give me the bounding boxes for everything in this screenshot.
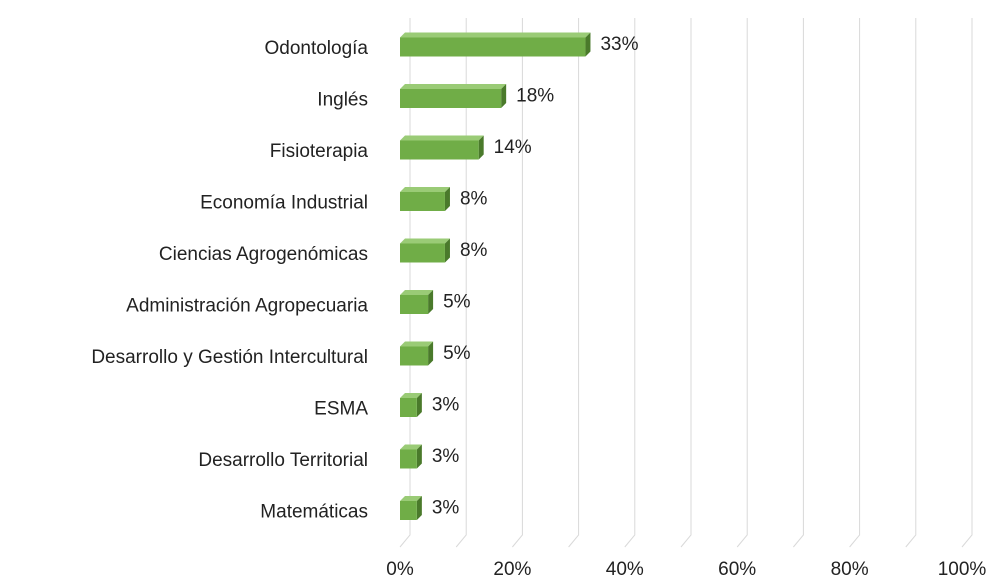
y-tick-label: Fisioterapia [270, 141, 369, 162]
bar [400, 187, 450, 211]
bar [400, 238, 450, 263]
x-tick-label: 40% [606, 559, 644, 580]
y-tick-label: Desarrollo y Gestión Intercultural [91, 347, 368, 368]
bar [400, 444, 422, 469]
data-label: 8% [460, 189, 488, 210]
bar [400, 32, 591, 57]
grid-line [961, 18, 973, 548]
minor-grid-line [455, 18, 467, 548]
data-label: 8% [460, 240, 488, 261]
x-tick-label: 60% [718, 559, 756, 580]
grid-line [624, 18, 636, 548]
y-tick-label: Inglés [317, 90, 368, 111]
data-label: 5% [443, 343, 471, 364]
grid-line [849, 18, 861, 548]
y-tick-label: Odontología [264, 38, 368, 59]
bar [400, 84, 507, 108]
x-tick-label: 80% [831, 559, 869, 580]
data-label: 3% [432, 395, 460, 416]
bar [400, 496, 422, 520]
y-tick-label: Ciencias Agrogenómicas [159, 244, 368, 265]
y-tick-label: Economía Industrial [200, 193, 368, 214]
grid-line [736, 18, 748, 548]
bar [400, 290, 434, 314]
data-label: 5% [443, 292, 471, 313]
grid-line [512, 18, 523, 548]
data-label: 3% [432, 498, 460, 519]
x-tick-label: 100% [938, 559, 987, 580]
x-tick-label: 0% [386, 559, 414, 580]
minor-grid-line [568, 18, 580, 548]
data-label: 3% [432, 446, 460, 467]
data-label: 18% [516, 86, 554, 107]
y-tick-label: ESMA [314, 399, 368, 420]
bar [400, 341, 434, 366]
y-tick-label: Administración Agropecuaria [126, 296, 368, 317]
minor-grid-line [680, 18, 692, 548]
minor-grid-line [793, 18, 804, 548]
minor-grid-line [905, 18, 917, 548]
y-tick-label: Desarrollo Territorial [198, 450, 368, 471]
bar [400, 135, 484, 160]
bar [400, 393, 422, 417]
data-label: 14% [494, 137, 532, 158]
y-tick-label: Matemáticas [260, 502, 368, 523]
data-label: 33% [600, 34, 638, 55]
x-tick-label: 20% [493, 559, 531, 580]
